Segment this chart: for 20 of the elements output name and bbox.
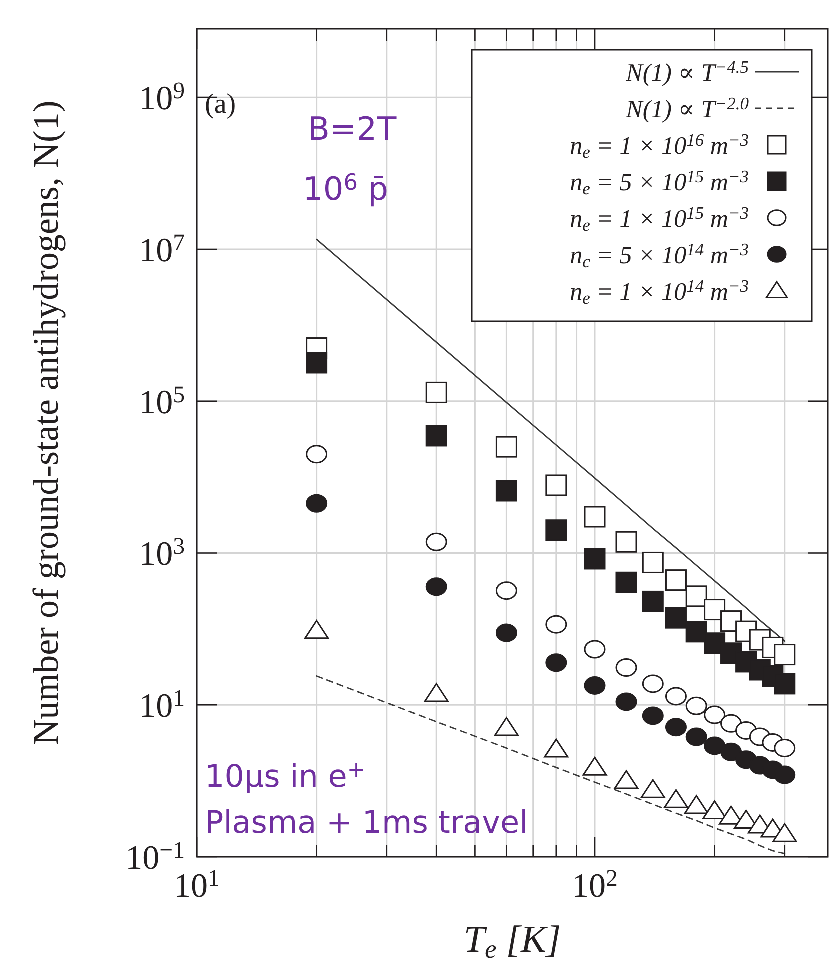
legend-label: n$_{e}$ = 1 × 10$^{15}$ m$^{−3}$ — [570, 202, 750, 235]
annotation: Plasma + 1ms travel — [205, 805, 528, 841]
legend-label: n$_{e}$ = 1 × 10$^{14}$ m$^{−3}$ — [570, 276, 750, 308]
annotation: B=2T — [308, 110, 398, 148]
y-tick-label: 10$^{5}$ — [139, 382, 185, 422]
y-tick-label: 10$^{9}$ — [139, 78, 185, 118]
legend-label: n$_{e}$ = 1 × 10$^{16}$ m$^{−3}$ — [570, 130, 750, 162]
legend-label: N(1) ∝ T$^{−2.0}$ — [625, 93, 750, 124]
x-axis-title: T$_{e}$ [K] — [464, 919, 562, 964]
annotation: 10μs in e$^{+}$ — [205, 758, 366, 795]
y-axis-title: Number of ground-state antihydrogens, N(1) — [26, 100, 66, 746]
x-tick-label: 10$^{2}$ — [572, 866, 618, 905]
legend-label: N(1) ∝ T$^{−4.5}$ — [625, 56, 750, 87]
annotation: 10$^{6}$ p̄ — [303, 170, 388, 208]
y-tick-label: 10$^{7}$ — [139, 230, 186, 270]
legend-label: n$_{c}$ = 5 × 10$^{14}$ m$^{−3}$ — [570, 239, 750, 272]
y-tick-label: 10$^{3}$ — [139, 534, 185, 574]
legend-label: n$_{e}$ = 5 × 10$^{15}$ m$^{−3}$ — [570, 166, 750, 198]
y-tick-label: 10$^{1}$ — [139, 686, 185, 726]
annotation: (a) — [205, 89, 236, 120]
